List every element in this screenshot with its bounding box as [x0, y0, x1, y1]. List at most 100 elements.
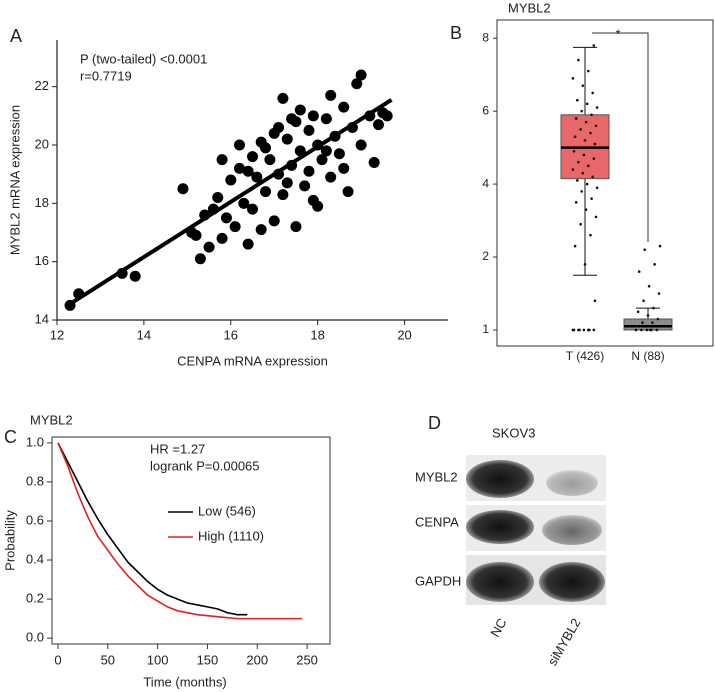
x-tick-label: 14	[137, 327, 151, 342]
y-tick-label: 22	[35, 78, 49, 93]
point	[307, 194, 319, 206]
jitter-point	[652, 306, 655, 310]
jitter-point	[658, 244, 662, 248]
point	[303, 165, 315, 177]
point	[338, 101, 350, 113]
jitter-point	[574, 201, 578, 204]
point	[247, 151, 258, 163]
point	[351, 78, 363, 90]
jitter-point	[641, 321, 644, 324]
jitter-point	[587, 69, 590, 73]
y-tick-label: 20	[35, 136, 49, 151]
jitter-point	[574, 117, 578, 120]
point	[325, 89, 337, 101]
y-tick-label: 0.0	[26, 630, 44, 645]
point	[233, 139, 245, 151]
point	[220, 212, 232, 224]
jitter-point	[635, 325, 639, 328]
point	[316, 154, 328, 166]
jitter-point	[589, 233, 592, 237]
jitter-point	[587, 164, 590, 168]
jitter-point	[572, 328, 576, 332]
point	[255, 224, 267, 236]
jitter-point	[594, 124, 598, 128]
jitter-point	[588, 146, 591, 149]
point	[290, 221, 302, 233]
y-tick-label: 18	[35, 195, 49, 210]
jitter-point	[653, 263, 656, 266]
point	[372, 119, 384, 131]
jitter-point	[656, 317, 660, 321]
point	[342, 186, 354, 198]
jitter-point	[576, 179, 579, 182]
point	[294, 104, 306, 116]
point	[216, 232, 228, 244]
x-tick-label: 20	[397, 327, 411, 342]
jitter-point	[573, 135, 577, 138]
jitter-point	[580, 190, 583, 193]
x-tick-label: 150	[197, 652, 219, 667]
x-tick-label: 12	[50, 327, 64, 342]
point	[190, 229, 202, 241]
x-tick-label: T (426)	[566, 349, 604, 363]
point	[325, 171, 337, 183]
jitter-point	[594, 215, 598, 219]
point	[381, 110, 393, 122]
y-axis-label: MYBL2 mRNA expression	[7, 105, 22, 255]
point	[303, 124, 315, 136]
lane-label: NC	[487, 616, 509, 640]
blot-band	[466, 562, 534, 602]
blot-band	[466, 460, 534, 498]
jitter-point	[581, 84, 585, 87]
jitter-point	[643, 248, 646, 252]
y-tick-label: 16	[35, 253, 49, 268]
western-blot: SKOV3 MYBL2 CENPA GAPDH NC siMYBL2	[415, 425, 606, 668]
point	[212, 192, 224, 203]
point	[251, 171, 263, 183]
point	[203, 241, 215, 253]
jitter-point	[585, 102, 589, 106]
jitter-point	[593, 299, 597, 303]
y-tick-label: 0.8	[26, 473, 44, 488]
x-tick-label: 100	[147, 652, 169, 667]
y-tick-label: 8	[482, 30, 489, 44]
y-tick-label: 14	[35, 311, 49, 326]
point	[233, 162, 245, 174]
jitter-point	[590, 197, 593, 200]
point	[299, 180, 311, 192]
point	[268, 215, 280, 227]
point	[294, 145, 306, 157]
annotation: r=0.7719	[80, 68, 132, 83]
jitter-point	[634, 328, 638, 332]
jitter-point	[645, 328, 649, 332]
point	[281, 177, 293, 189]
jitter-point	[576, 98, 579, 102]
x-tick-label: N (88)	[631, 349, 664, 363]
blot-band	[466, 510, 534, 544]
jitter-point	[581, 171, 585, 175]
point	[281, 133, 293, 145]
jitter-point	[591, 175, 594, 179]
point	[247, 203, 258, 215]
point	[242, 165, 254, 177]
chart-title: MYBL2	[508, 0, 551, 15]
panel-label: D	[428, 413, 441, 433]
row-label: GAPDH	[415, 573, 461, 588]
jitter-point	[642, 299, 645, 303]
lane-label: siMYBL2	[545, 616, 584, 669]
y-tick-label: 1	[482, 322, 489, 336]
jitter-point	[589, 131, 592, 135]
y-tick-label: 0.6	[26, 512, 44, 527]
jitter-point	[647, 284, 651, 288]
jitter-point	[573, 244, 577, 248]
y-tick-label: 0.4	[26, 551, 44, 566]
jitter-point	[593, 142, 597, 146]
panel-label: C	[4, 427, 17, 447]
point	[216, 154, 228, 166]
plot-frame	[51, 436, 331, 645]
y-tick-label: 0.2	[26, 591, 44, 606]
blot-band	[546, 470, 598, 496]
regression-line	[68, 98, 393, 306]
jitter-point	[595, 106, 599, 109]
